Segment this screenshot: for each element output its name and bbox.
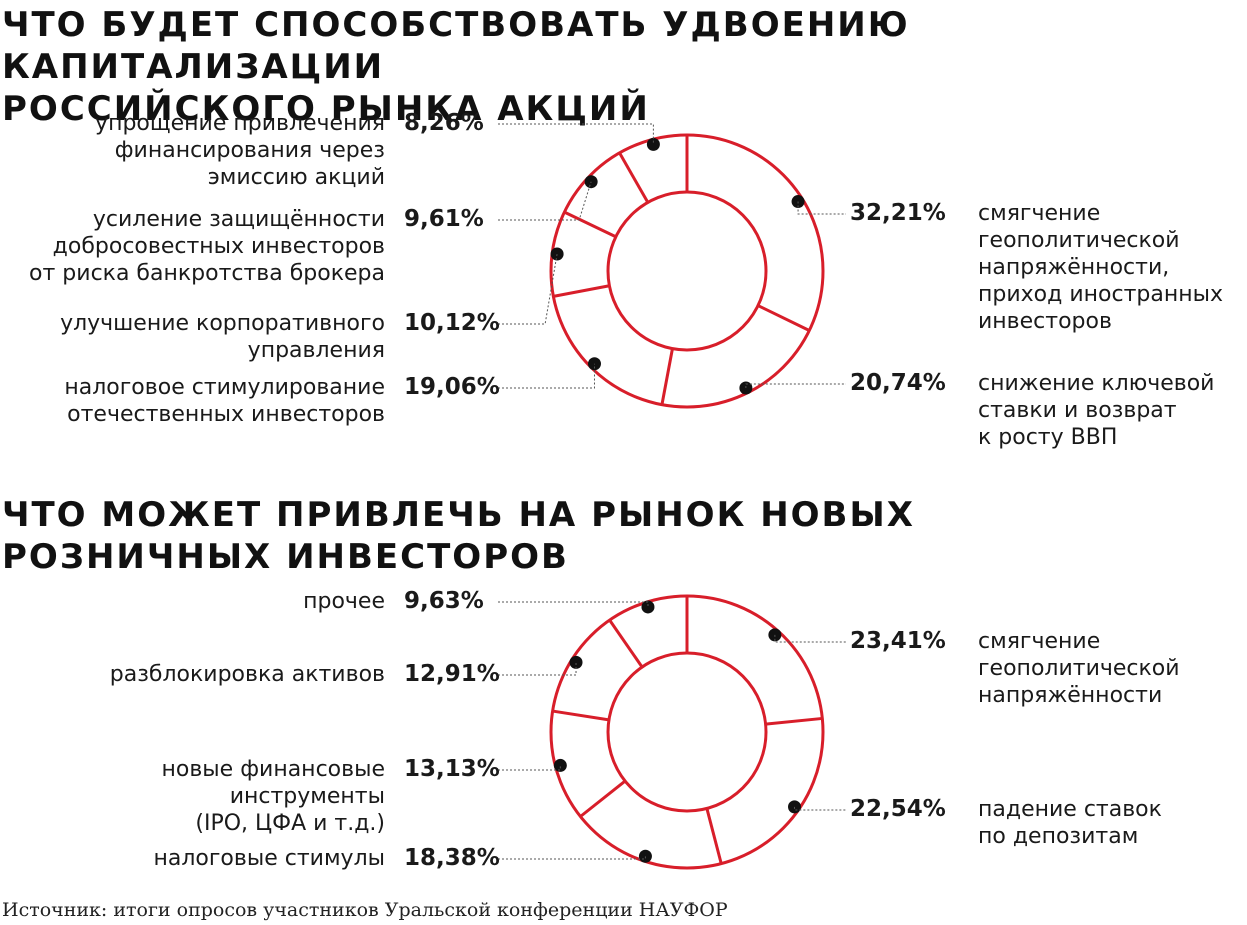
source-note: Источник: итоги опросов участников Ураль… (2, 899, 728, 921)
slice-category-line: геополитической (978, 228, 1180, 253)
slice-category-line: от риска банкротства брокера (29, 261, 385, 286)
slice-value-label: 18,38% (404, 845, 500, 871)
slice-divider (608, 619, 644, 668)
slice-category-line: снижение ключевой (978, 371, 1215, 396)
slice-value-label: 12,91% (404, 661, 500, 687)
slice-category-label: налоговое стимулирование отечественных ин… (64, 374, 385, 428)
slice-category-label: разблокировка активов (110, 661, 385, 688)
slice-category-line: упрощение привлечения (95, 111, 385, 136)
slice-category-line: к росту ВВП (978, 425, 1118, 450)
donut-inner-ring (606, 190, 768, 352)
slice-category-line: эмиссию акций (207, 165, 385, 190)
slice-divider (618, 152, 650, 204)
slice-divider (563, 210, 617, 239)
slice-leader-line (745, 383, 846, 389)
slice-divider (705, 808, 723, 864)
slice-category-label: падение ставок по депозитам (978, 796, 1162, 850)
slice-category-line: разблокировка активов (109, 662, 385, 687)
slice-leader-line (498, 363, 595, 389)
slice-category-label: смягчение геополитической напряжённости (978, 628, 1180, 709)
slice-value-label: 20,74% (850, 370, 946, 396)
slice-leader-line (794, 806, 846, 811)
chart1-title: Что будет способствовать удвоению капита… (2, 4, 1247, 130)
slice-category-line: финансирования через (114, 138, 385, 163)
slice-category-line: инвесторов (978, 309, 1112, 334)
slice-value-label: 10,12% (404, 310, 500, 336)
chart1-title-line1: Что будет способствовать удвоению капита… (2, 5, 910, 87)
slice-category-line: новые финансовые (161, 757, 386, 782)
slice-value-label: 8,26% (404, 110, 484, 136)
slice-value-label: 23,41% (850, 628, 946, 654)
slice-category-label: упрощение привлечения финансирования чере… (95, 110, 385, 191)
slice-category-line: геополитической (978, 656, 1180, 681)
chart2-title: Что может привлечь на рынок новых рознич… (2, 494, 915, 578)
slice-leader-line (498, 123, 654, 145)
slice-divider (765, 716, 823, 726)
slice-leader-line (498, 601, 649, 607)
slice-category-line: приход иностранных (978, 282, 1223, 307)
slice-category-line: улучшение корпоративного (60, 311, 385, 336)
slice-category-line: падение ставок (978, 797, 1162, 822)
slice-value-label: 9,61% (404, 206, 484, 232)
slice-category-line: ставки и возврат (978, 398, 1177, 423)
slice-value-label: 9,63% (404, 588, 484, 614)
slice-category-line: усиление защищённости (92, 207, 385, 232)
slice-category-line: добросовестных инвесторов (52, 234, 385, 259)
slice-category-label: снижение ключевой ставки и возврат к росту… (978, 370, 1214, 451)
slice-divider (579, 779, 627, 818)
slice-marker-dot (550, 247, 564, 261)
chart1-title-line2: российского рынка акций (2, 89, 650, 129)
slice-category-label: усиление защищённости добросовестных инве… (29, 206, 385, 287)
slice-category-line: смягчение (978, 629, 1101, 654)
slice-divider (757, 304, 810, 332)
slice-category-line: по депозитам (978, 824, 1139, 849)
slice-category-line: прочее (303, 589, 385, 614)
slice-category-label: налоговые стимулы (153, 845, 385, 872)
donut-inner-ring (606, 651, 768, 813)
slice-marker-dot (569, 655, 583, 669)
slice-value-label: 32,21% (850, 200, 946, 226)
slice-marker-dot (638, 849, 652, 863)
slice-value-label: 22,54% (850, 796, 946, 822)
slice-leader-line (498, 765, 561, 771)
slice-divider (660, 348, 674, 405)
slice-category-line: отечественных инвесторов (67, 402, 385, 427)
slice-divider (552, 709, 610, 722)
slice-category-label: смягчение геополитической напряжённости, пр… (978, 200, 1223, 335)
slice-value-label: 13,13% (404, 756, 500, 782)
slice-value-label: 19,06% (404, 374, 500, 400)
slice-category-label: улучшение корпоративного управления (60, 310, 385, 364)
slice-category-line: налоговое стимулирование (64, 375, 385, 400)
slice-category-line: (IPO, ЦФА и т.д.) (195, 811, 385, 836)
slice-category-label: новые финансовые инструменты (IPO, ЦФА и т… (162, 756, 386, 837)
chart2-title-line2: розничных инвесторов (2, 537, 569, 577)
slice-category-line: напряжённости (978, 683, 1163, 708)
slice-category-line: напряжённости, (978, 255, 1170, 280)
slice-divider (553, 284, 610, 298)
slice-leader-line (498, 181, 592, 221)
slice-marker-dot (553, 758, 567, 772)
donut-chart-2 (498, 594, 846, 870)
slice-leader-line (797, 201, 846, 215)
slice-category-line: инструменты (229, 784, 385, 809)
slice-category-line: смягчение (978, 201, 1101, 226)
chart2-title-line1: Что может привлечь на рынок новых (2, 495, 915, 535)
slice-leader-line (498, 856, 646, 860)
slice-category-line: управления (247, 338, 385, 363)
slice-category-label: прочее (303, 588, 385, 615)
slice-marker-dot (646, 137, 660, 151)
donut-chart-1 (498, 123, 846, 409)
slice-leader-line (498, 253, 558, 325)
slice-marker-dot (641, 600, 655, 614)
slice-category-line: налоговые стимулы (153, 846, 385, 871)
